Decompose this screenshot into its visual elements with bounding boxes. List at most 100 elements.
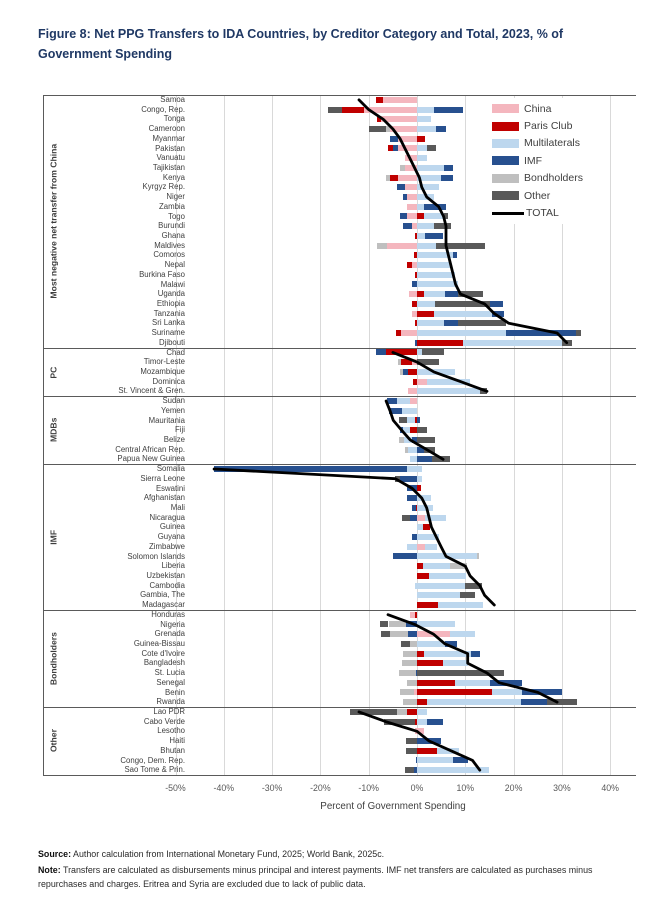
note-text: Transfers are calculated as disbursement… <box>38 865 593 889</box>
bar-segment-bondholders <box>407 679 417 686</box>
country-label: Rwanda <box>156 697 185 707</box>
bar-segment-china <box>417 728 425 735</box>
country-label: Cabo Verde <box>143 716 185 726</box>
country-label: Timor-Leste <box>143 357 185 367</box>
y-axis-line <box>43 95 44 775</box>
bar-segment-other <box>433 223 451 230</box>
bar-segment-multilaterals <box>425 514 447 521</box>
country-label: Congo, Rep. <box>141 104 185 114</box>
legend-color-swatch <box>492 104 519 114</box>
country-label: Lesotho <box>157 726 185 736</box>
group-label: Other <box>48 729 59 753</box>
bar-segment-imf <box>521 689 562 696</box>
bar-segment-multilaterals <box>417 252 454 259</box>
gridline <box>610 95 612 775</box>
country-label: Nepal <box>164 260 185 270</box>
legend-line-swatch <box>492 211 524 215</box>
bar-segment-china <box>397 174 417 181</box>
bar-segment-paris-club <box>342 106 364 113</box>
bar-segment-multilaterals <box>424 650 471 657</box>
bar-segment-multilaterals <box>417 475 422 482</box>
x-axis-title: Percent of Government Spending <box>320 801 466 812</box>
country-label: Kyrgyz Rep. <box>142 182 185 192</box>
bar-segment-imf <box>386 398 397 404</box>
country-label: Congo, Dem. Rep. <box>120 755 185 765</box>
bar-segment-bondholders <box>403 650 417 657</box>
bar-segment-imf <box>441 174 454 181</box>
legend-label: IMF <box>524 154 543 167</box>
bar-segment-other <box>417 670 504 676</box>
bar-segment-other <box>547 699 578 706</box>
legend-color-swatch <box>492 156 519 166</box>
x-tick-label: -50% <box>165 783 186 793</box>
bar-segment-multilaterals <box>417 504 433 511</box>
bar-segment-bondholders <box>376 242 387 249</box>
legend-item: Other <box>492 187 583 204</box>
bar-segment-imf <box>424 203 446 210</box>
country-label: Sierra Leone <box>140 473 185 483</box>
bar-segment-imf <box>443 320 459 327</box>
bar-segment-china <box>417 514 426 521</box>
legend-item: China <box>492 100 583 117</box>
bar-segment-china <box>397 145 417 152</box>
country-label: Liberia <box>161 561 185 571</box>
bar-segment-multilaterals <box>417 281 459 288</box>
country-label: Nicaragua <box>149 512 185 522</box>
country-label: Guinea <box>159 522 185 532</box>
country-label: Kenya <box>162 172 185 182</box>
legend-color-swatch <box>492 191 519 201</box>
bar-segment-imf <box>520 699 548 706</box>
bar-segment-paris-club <box>417 339 464 346</box>
bar-segment-multilaterals <box>417 223 434 230</box>
legend-item: Paris Club <box>492 117 583 134</box>
bar-segment-paris-club <box>417 485 421 492</box>
group-label: IMF <box>48 529 59 545</box>
bar-segment-paris-club <box>414 611 417 618</box>
country-label: Burkina Faso <box>139 269 185 279</box>
gridline <box>272 95 274 775</box>
country-label: Niger <box>166 192 185 202</box>
country-label: Solomon Islands <box>127 551 185 561</box>
bar-segment-other <box>479 388 488 395</box>
bar-segment-paris-club <box>423 524 430 531</box>
bar-segment-multilaterals <box>417 126 437 132</box>
bar-segment-other <box>379 621 389 628</box>
bar-segment-china <box>407 194 417 200</box>
gridline <box>320 95 322 775</box>
bar-segment-imf <box>214 466 408 472</box>
bar-segment-multilaterals <box>417 271 455 278</box>
country-label: Belize <box>163 435 185 444</box>
bar-segment-multilaterals <box>410 456 417 463</box>
bar-segment-imf <box>406 621 417 628</box>
legend-item: TOTAL <box>492 204 583 221</box>
bar-segment-other <box>380 631 391 638</box>
bar-segment-bondholders <box>390 631 409 638</box>
bar-segment-paris-club <box>417 660 444 667</box>
bar-segment-other <box>402 514 411 521</box>
bar-segment-multilaterals <box>407 417 415 424</box>
bar-segment-multilaterals <box>417 194 434 200</box>
bar-segment-multilaterals <box>417 466 422 472</box>
bar-segment-multilaterals <box>403 436 413 443</box>
country-label: Tajikistan <box>152 163 185 172</box>
note-label: Note: <box>38 865 61 876</box>
bar-segment-china <box>380 116 417 123</box>
bar-segment-china <box>363 106 417 113</box>
country-label: Djibouti <box>158 337 185 347</box>
bar-segment-multilaterals <box>407 466 417 472</box>
bar-segment-imf <box>408 631 417 638</box>
bar-segment-china <box>386 242 417 249</box>
bar-segment-paris-club <box>390 174 398 181</box>
x-tick-label: -10% <box>358 783 379 793</box>
group-label: MDBs <box>48 417 59 443</box>
bar-segment-other <box>349 708 397 715</box>
group-label: Bondholders <box>48 631 59 685</box>
country-label: Mali <box>170 503 185 512</box>
country-label: Tanzania <box>153 308 185 318</box>
bar-segment-multilaterals <box>443 660 469 667</box>
x-tick-label: 0% <box>410 783 424 793</box>
figure-title: Figure 8: Net PPG Transfers to IDA Count… <box>38 27 564 61</box>
country-label: Madagascar <box>142 600 185 610</box>
bar-segment-other <box>417 436 436 443</box>
bar-segment-imf <box>417 456 432 463</box>
